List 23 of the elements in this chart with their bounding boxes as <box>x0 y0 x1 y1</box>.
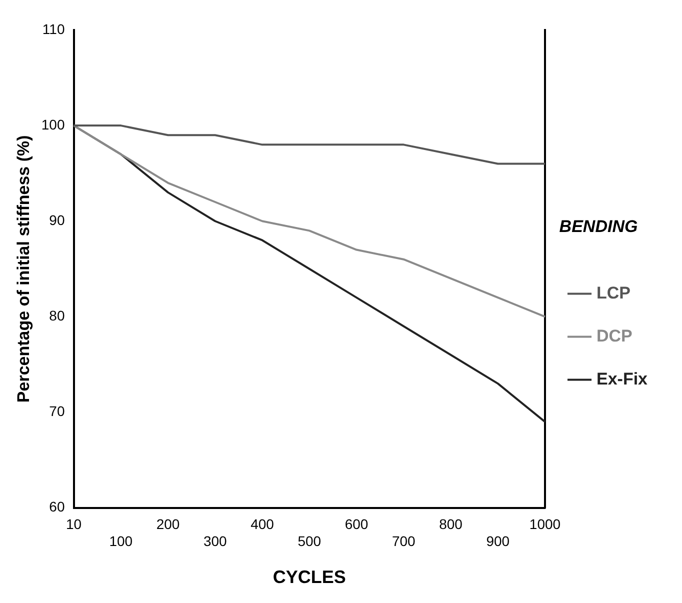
legend-label: LCP <box>596 283 630 302</box>
y-tick-label: 70 <box>49 403 65 420</box>
y-tick-label: 110 <box>42 20 65 37</box>
legend-title: BENDING <box>559 216 638 236</box>
x-tick-label: 200 <box>156 516 180 532</box>
x-tick-label: 800 <box>439 516 463 532</box>
x-tick-label: 900 <box>486 532 510 549</box>
x-tick-label: 400 <box>250 516 274 532</box>
legend-label: DCP <box>596 326 632 346</box>
y-tick-label: 80 <box>49 308 65 324</box>
x-tick-label: 300 <box>203 532 228 549</box>
x-tick-label: 100 <box>109 532 133 549</box>
legend-label: Ex-Fix <box>596 369 648 388</box>
x-tick-label: 500 <box>298 532 322 549</box>
y-tick-label: 90 <box>49 212 65 228</box>
x-tick-label: 1000 <box>529 516 561 532</box>
x-tick-label: 700 <box>392 532 416 549</box>
y-tick-label: 100 <box>41 116 65 132</box>
x-tick-label: 10 <box>66 516 82 532</box>
x-tick-label: 600 <box>344 516 368 532</box>
y-axis-title: Percentage of initial stiffness (%) <box>14 135 33 403</box>
y-tick-label: 60 <box>49 498 65 515</box>
x-axis-title: CYCLES <box>272 567 346 588</box>
